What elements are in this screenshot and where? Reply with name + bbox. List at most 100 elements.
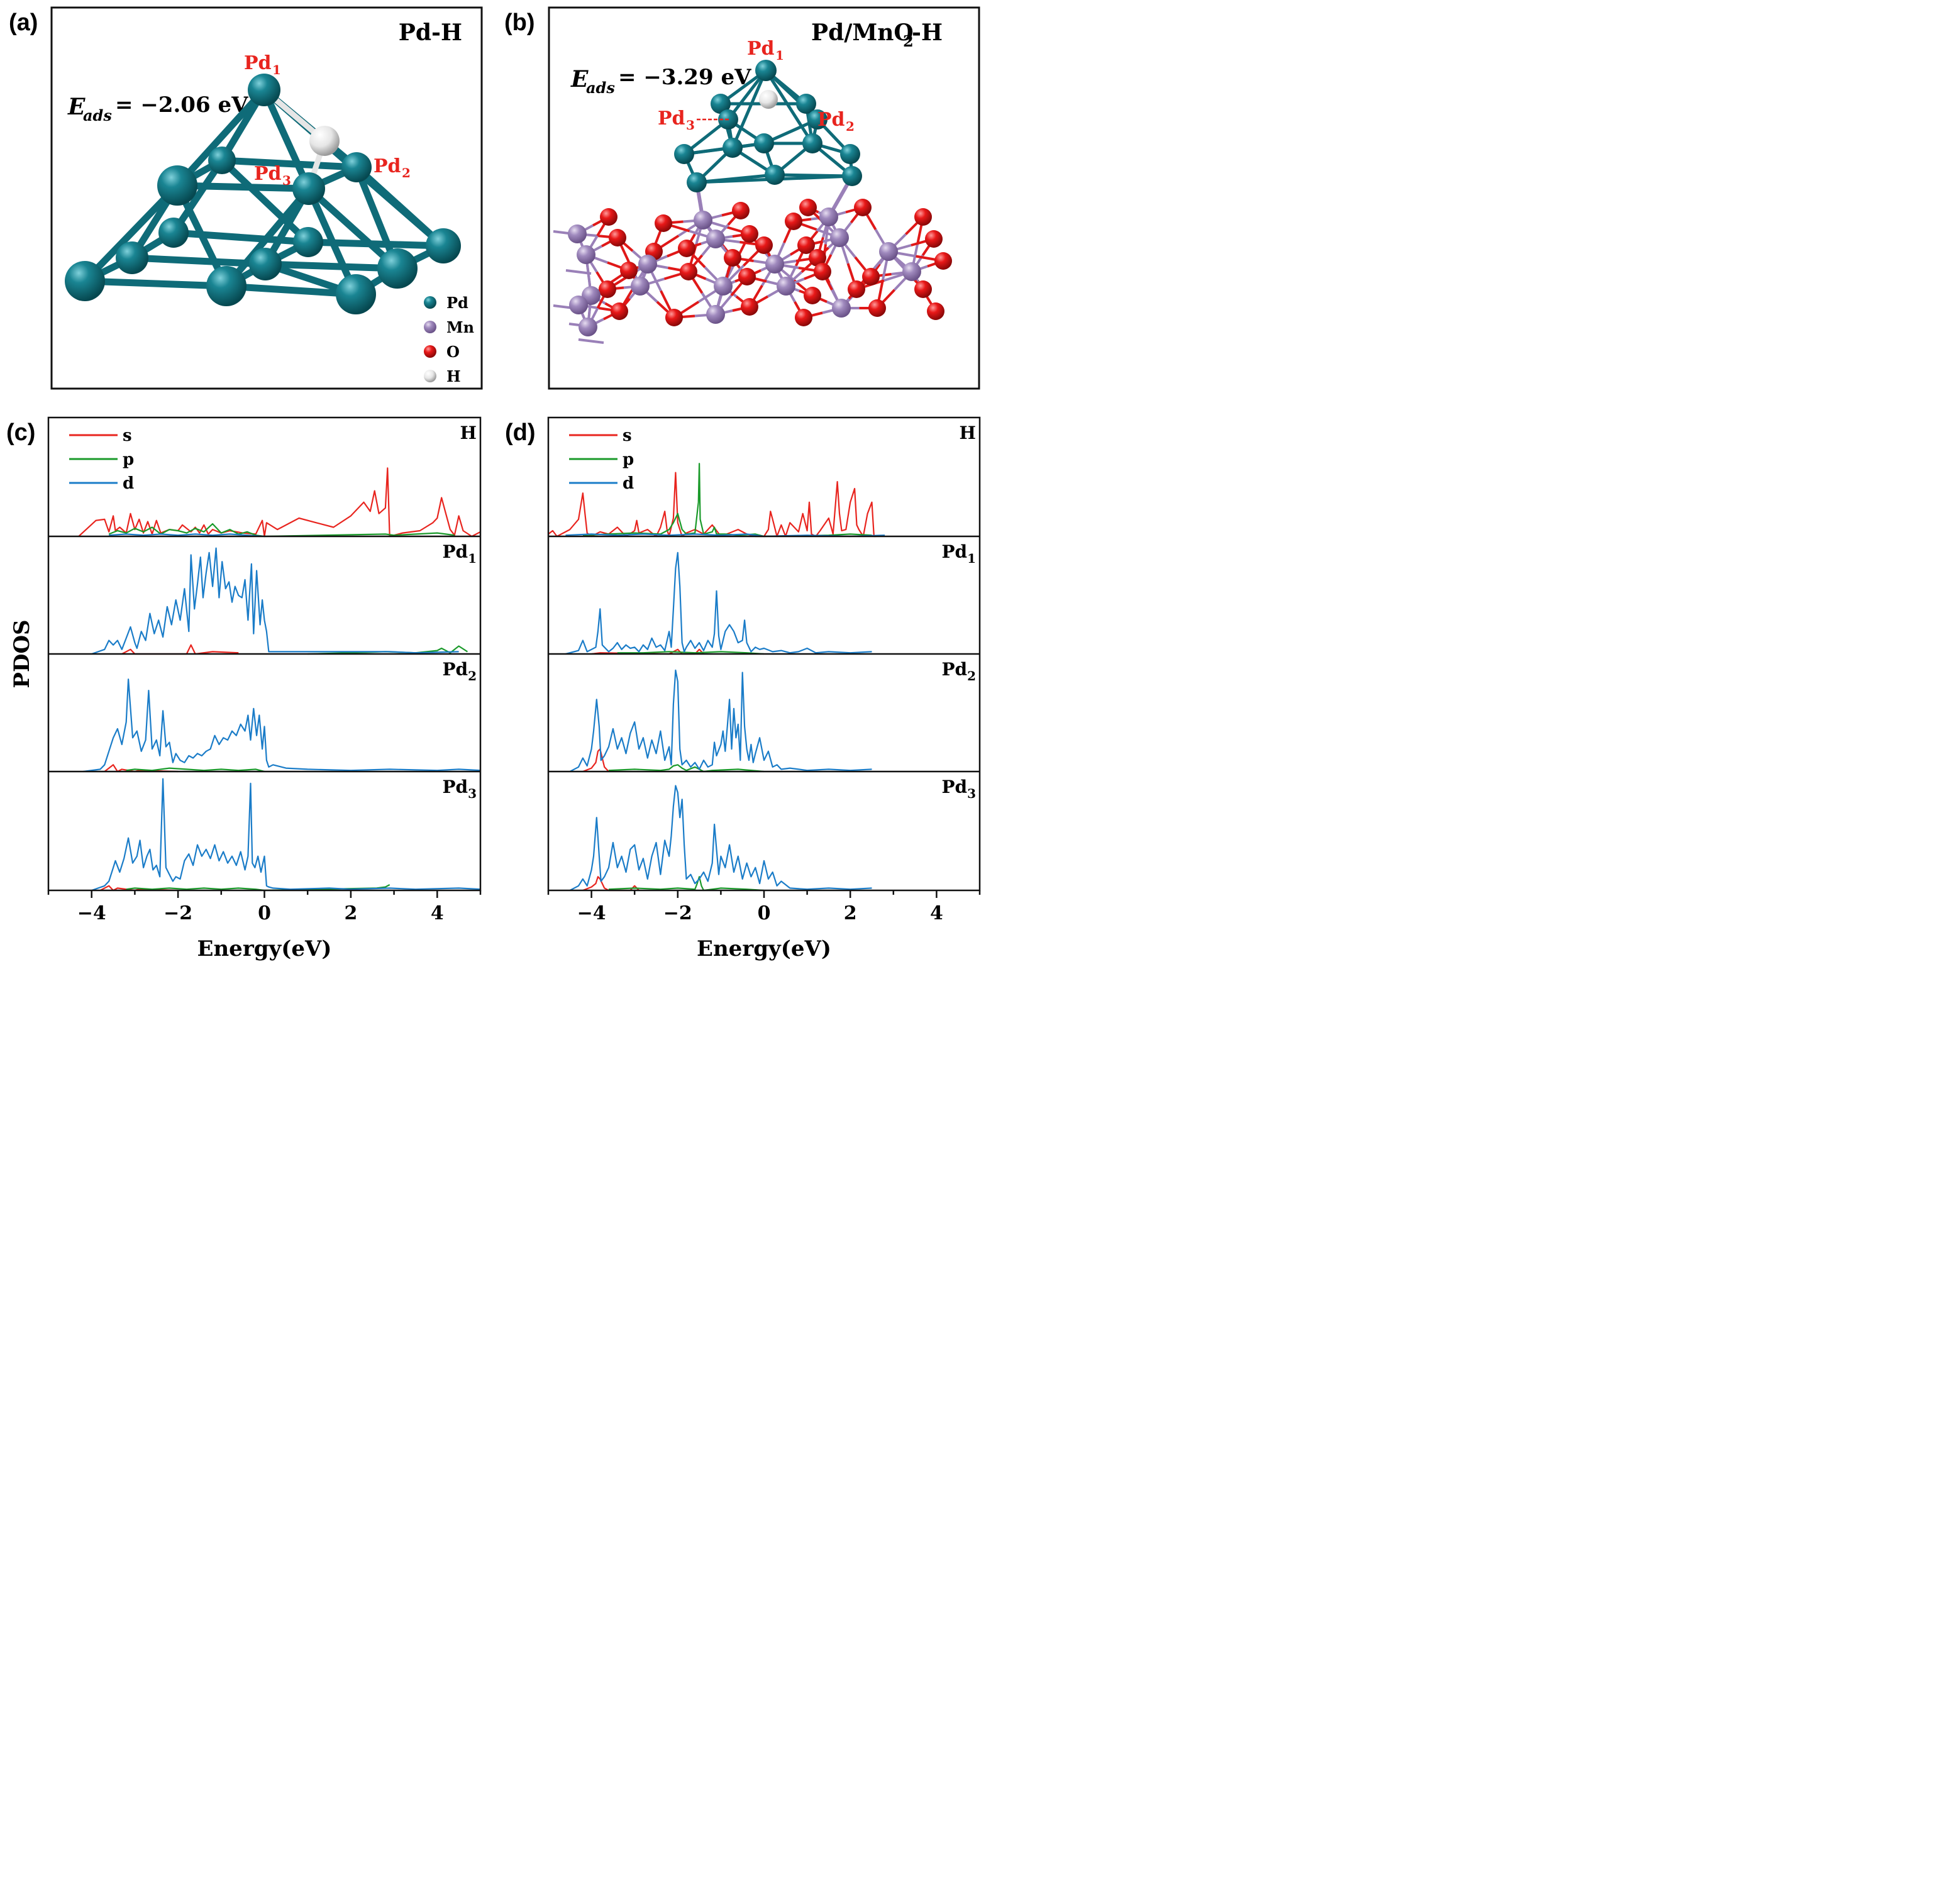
- pd-pd-bond: [170, 229, 312, 246]
- x-tick-label: −2: [663, 902, 692, 924]
- mn-atom: [714, 277, 733, 296]
- atom-label-text: Pd: [658, 108, 685, 130]
- pd-h-cluster-model: [65, 74, 461, 314]
- mn-atom: [694, 211, 712, 230]
- pd-atom: [807, 109, 828, 130]
- panel-a: (a) Pd-H E ads = −2.06 eV Pd 1 Pd 2 Pd 3…: [9, 6, 483, 390]
- pdos-panel-d: (d) H Pd1 Pd2 Pd3 spd −4 −2 0 2 4 Energy(eV): [505, 416, 981, 961]
- pd-atom: [341, 152, 372, 182]
- pdos-panel-c: (c) H Pd1 Pd2 Pd3 spd −4 −2 0 2 4 Energy(eV) PDOS: [6, 416, 482, 961]
- atom-label-text: Pd: [254, 163, 282, 185]
- mn-atom: [819, 208, 838, 226]
- atom-label-sub: 2: [846, 119, 855, 134]
- panel-b-letter: (b): [504, 9, 535, 36]
- atom-label-sub: 3: [282, 173, 291, 188]
- eads-subscript-b: ads: [586, 79, 615, 97]
- pdos-series-s: [548, 472, 877, 538]
- o-atom: [609, 229, 626, 246]
- pd-pd-bond: [223, 282, 360, 298]
- title-sub: 2: [903, 32, 914, 50]
- pdos-series-d: [91, 778, 481, 892]
- pd-pd-bond: [731, 70, 768, 148]
- atom-label-pd1-b: Pd 1: [747, 38, 784, 63]
- pd-atom: [65, 261, 105, 301]
- title-main: Pd/MnO: [811, 19, 914, 46]
- x-tick-label: 4: [431, 902, 444, 924]
- pdos-series-d: [565, 551, 872, 655]
- legend-label-d: d: [123, 474, 134, 493]
- pd-pd-bond: [218, 157, 312, 246]
- o-atom: [724, 249, 741, 267]
- o-atom: [797, 236, 815, 254]
- pd-atom: [158, 218, 189, 248]
- o-atom: [620, 262, 638, 279]
- pd-pd-bond: [764, 69, 814, 145]
- mn-atom: [902, 262, 921, 281]
- legend-pd-swatch: [424, 296, 436, 309]
- pdos-subplot: Pd2: [569, 659, 976, 773]
- pdos-series-p: [608, 764, 765, 773]
- o-atom: [741, 225, 758, 243]
- pd-atom: [377, 248, 418, 289]
- o-atom: [785, 213, 802, 230]
- atom-label-pd1-a: Pd 1: [244, 52, 281, 77]
- o-atom: [678, 240, 695, 257]
- mn-atom: [879, 242, 898, 261]
- panel-a-frame: [50, 6, 483, 390]
- o-atom: [848, 280, 865, 298]
- pdos-subplot: Pd1: [565, 541, 976, 655]
- pd-atom: [711, 94, 731, 114]
- o-atom: [611, 302, 628, 320]
- o-atom: [665, 309, 683, 326]
- pd-atom: [754, 133, 774, 153]
- mn-atom: [765, 255, 784, 274]
- o-atom: [914, 208, 932, 226]
- figure-canvas: (a) Pd-H E ads = −2.06 eV Pd 1 Pd 2 Pd 3…: [6, 6, 981, 961]
- pd-atom: [802, 133, 822, 153]
- x-tick-label: 4: [930, 902, 943, 924]
- mn-atom: [631, 277, 650, 296]
- mn-atom: [577, 245, 595, 264]
- pd-atom: [206, 266, 246, 306]
- o-atom: [862, 268, 880, 285]
- subplot-label: Pd2: [941, 659, 976, 684]
- mn-atom: [706, 305, 725, 324]
- pdos-series-s: [78, 467, 481, 538]
- subplot-label: Pd2: [442, 659, 477, 684]
- pd-pd-bond: [353, 163, 447, 250]
- pdos-subplot: Pd3: [569, 777, 976, 892]
- panel-letter: (d): [505, 419, 536, 446]
- subplot-label: Pd3: [941, 777, 976, 801]
- pd-atom: [336, 274, 376, 314]
- eads-value-a: = −2.06 eV: [115, 92, 248, 118]
- o-atom: [814, 263, 831, 280]
- series-legend: spd: [569, 426, 634, 493]
- legend-h-swatch: [424, 370, 436, 382]
- x-tick-label: 0: [758, 902, 771, 924]
- eads-subscript-a: ads: [83, 106, 112, 125]
- subplot-label: Pd1: [442, 541, 477, 566]
- o-atom: [868, 299, 886, 317]
- pdos-series-d: [91, 547, 459, 655]
- legend-label-s: s: [123, 426, 132, 445]
- pdos-series-p: [126, 767, 265, 773]
- pdos-subplot: H: [548, 423, 976, 538]
- pdos-series-p: [307, 645, 468, 655]
- o-atom: [680, 263, 697, 280]
- panel-b: (b) Pd/MnO 2 -H E ads = −3.29 eV Pd 1 Pd…: [504, 6, 980, 390]
- x-tick-label: −4: [77, 902, 106, 924]
- mn-atom: [832, 299, 851, 318]
- pdos-series-p: [617, 651, 765, 655]
- panel-b-title: Pd/MnO 2 -H: [811, 19, 943, 50]
- series-legend: spd: [69, 426, 134, 493]
- legend-mn-swatch: [424, 321, 436, 333]
- mn-atom: [638, 255, 657, 274]
- pdos-series-s: [104, 764, 179, 773]
- atom-label-text: Pd: [374, 155, 401, 177]
- panel-a-eads: E ads = −2.06 eV: [67, 92, 248, 125]
- mn-atom: [777, 277, 795, 296]
- h-atom: [759, 90, 778, 109]
- pd-pd-bond: [128, 254, 269, 268]
- pd-atom: [116, 241, 148, 274]
- pd-pd-bond: [260, 86, 313, 192]
